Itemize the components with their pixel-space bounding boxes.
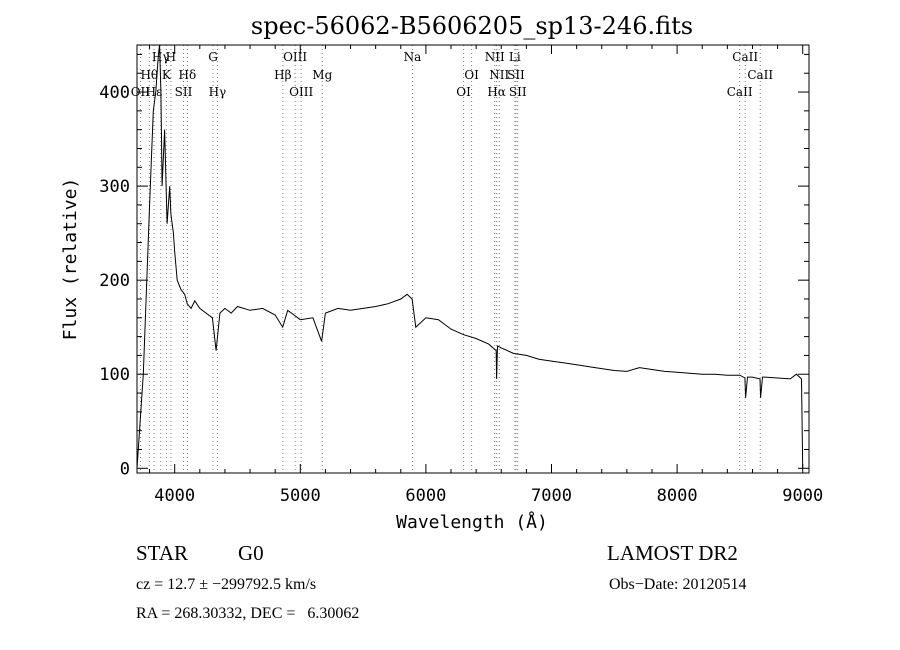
redshift-line: cz = 12.7 ± −299792.5 km/s (136, 576, 317, 593)
obs-date: Obs−Date: 20120514 (609, 576, 747, 593)
line-label: Hδ (179, 68, 197, 82)
line-label: NII (485, 50, 505, 64)
spectrum-line (136, 44, 804, 469)
x-tick-label: 5000 (280, 486, 321, 506)
line-label: CaII (747, 68, 773, 82)
line-label: CaII (727, 85, 753, 99)
x-axis-label: Wavelength (Å) (396, 511, 548, 533)
y-tick-label: 300 (99, 177, 130, 197)
x-tick-label: 8000 (657, 486, 698, 506)
y-tick-label: 200 (99, 271, 130, 291)
line-label: G (208, 50, 218, 64)
line-label: H (166, 50, 176, 64)
line-label: OIII (283, 50, 307, 64)
line-label: SII (507, 68, 525, 82)
plot-frame (136, 44, 810, 474)
line-label: Hε (146, 85, 163, 99)
object-class: STAR (136, 541, 188, 565)
coordinates-line: RA = 268.30332, DEC = 6.30062 (136, 605, 360, 622)
line-label: Hγ (152, 50, 170, 64)
line-label: Na (404, 50, 422, 64)
spectral-line-markers (139, 45, 761, 473)
line-label: K (162, 68, 172, 82)
y-tick-label: 100 (99, 365, 130, 385)
line-label: OIII (289, 85, 313, 99)
x-tick-label: 9000 (782, 486, 823, 506)
x-tick-label: 7000 (531, 486, 572, 506)
line-label: OI (464, 68, 479, 82)
line-label: NII (489, 68, 509, 82)
line-label: Mg (312, 68, 332, 82)
line-label: Hθ (140, 68, 158, 82)
chart-title: spec-56062-B5606205_sp13-246.fits (251, 12, 693, 40)
y-tick-label: 0 (120, 459, 130, 479)
line-label: Li (509, 50, 521, 64)
survey-name: LAMOST DR2 (607, 541, 738, 565)
line-label: Hα (487, 85, 506, 99)
line-label: OI (456, 85, 471, 99)
x-axis-ticks: 4000 5000 6000 7000 8000 9000 (149, 45, 823, 506)
y-axis-label: Flux (relative) (60, 178, 81, 341)
object-subclass: G0 (238, 541, 264, 565)
line-label: Hβ (274, 68, 291, 82)
line-label: Hγ (209, 85, 227, 99)
y-axis-ticks: 0 100 200 300 400 (99, 53, 809, 479)
x-tick-label: 4000 (154, 486, 195, 506)
line-label: SII (509, 85, 527, 99)
line-label: CaII (732, 50, 758, 64)
x-tick-label: 6000 (405, 486, 446, 506)
line-label: SII (175, 85, 193, 99)
y-tick-label: 400 (99, 83, 130, 103)
